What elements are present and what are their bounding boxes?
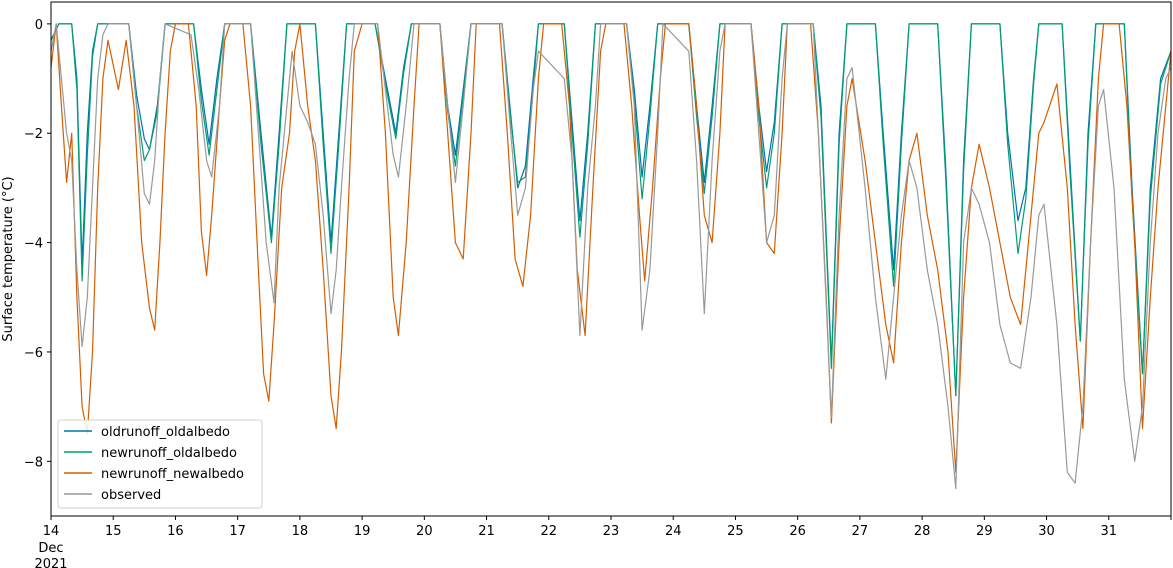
y-tick-label: −8 — [24, 455, 43, 470]
x-tick-label: 22 — [541, 524, 558, 539]
x-tick-label: 18 — [292, 524, 309, 539]
x-tick-label: 27 — [852, 524, 869, 539]
x-tick-label: 23 — [603, 524, 620, 539]
y-tick-label: −4 — [24, 237, 43, 252]
legend-label-newrunoff_newalbedo: newrunoff_newalbedo — [101, 467, 244, 482]
series-line-newrunoff_newalbedo — [50, 23, 1172, 473]
x-tick-label: 21 — [478, 524, 495, 539]
x-tick-label: 20 — [416, 524, 433, 539]
y-tick-label: −2 — [24, 127, 43, 142]
legend-label-newrunoff_oldalbedo: newrunoff_oldalbedo — [101, 446, 237, 461]
x-tick-sublabel: Dec — [38, 541, 63, 556]
legend-label-oldrunoff_oldalbedo: oldrunoff_oldalbedo — [101, 425, 230, 440]
x-tick-label: 19 — [354, 524, 371, 539]
y-axis-label: Surface temperature (°C) — [1, 176, 16, 341]
legend: oldrunoff_oldalbedo newrunoff_oldalbedone… — [57, 419, 263, 509]
x-tick-sublabel: 2021 — [34, 557, 67, 568]
x-tick-label: 24 — [665, 524, 682, 539]
x-tick-label: 15 — [105, 524, 122, 539]
x-tick-label: 16 — [167, 524, 184, 539]
x-tick-label: 31 — [1101, 524, 1118, 539]
legend-label-observed: observed — [101, 488, 161, 503]
x-tick-label: 17 — [229, 524, 246, 539]
x-tick-label: 29 — [976, 524, 993, 539]
y-axis: 0 −2 −4 −6 −8 — [24, 18, 51, 470]
y-tick-label: −6 — [24, 346, 43, 361]
y-tick-label: 0 — [35, 18, 43, 33]
series-layer — [50, 23, 1172, 490]
x-tick-label: 14 — [43, 524, 60, 539]
x-tick-label: 25 — [727, 524, 744, 539]
x-tick-label: 28 — [914, 524, 931, 539]
x-tick-label: 26 — [789, 524, 806, 539]
series-line-newrunoff_oldalbedo — [50, 23, 1172, 397]
x-tick-label: 30 — [1038, 524, 1055, 539]
x-axis: 14 15 16 17 18 19 20 21 22 23 24 25 26 27 28 29 30 31Dec2… — [34, 516, 1172, 568]
legend-box — [57, 419, 263, 509]
series-line-observed — [50, 23, 1172, 490]
